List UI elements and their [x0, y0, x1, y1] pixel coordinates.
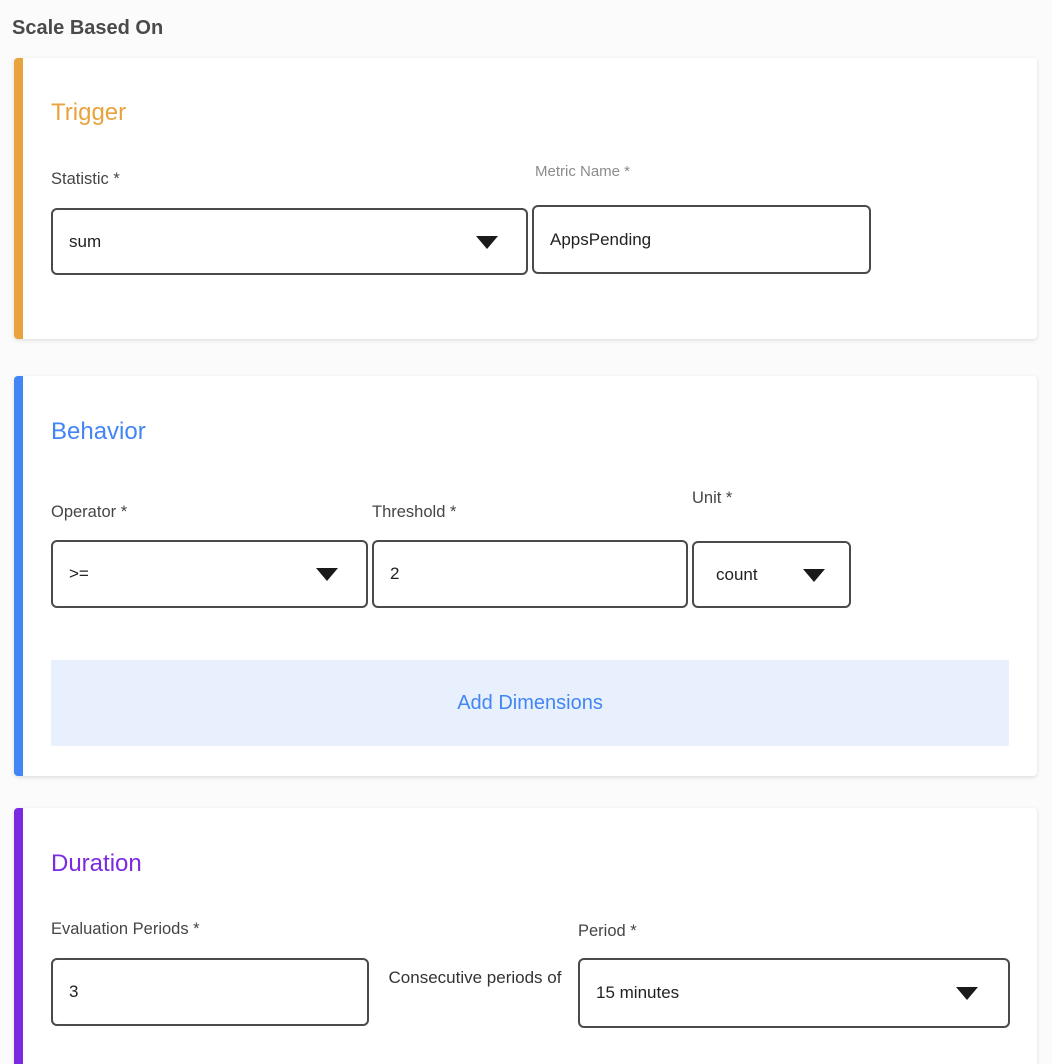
add-dimensions-button[interactable]: Add Dimensions	[51, 660, 1009, 746]
caret-down-icon	[476, 235, 498, 249]
consecutive-periods-text: Consecutive periods of	[388, 968, 562, 987]
evaluation-periods-input[interactable]	[51, 958, 369, 1026]
behavior-card: Behavior Operator * >= Threshold * Unit …	[14, 376, 1037, 776]
duration-card: Duration Evaluation Periods * Consecutiv…	[14, 808, 1037, 1064]
add-dimensions-label: Add Dimensions	[457, 691, 603, 714]
threshold-input[interactable]	[372, 540, 688, 608]
trigger-card: Trigger Statistic * sum Metric Name *	[14, 58, 1037, 339]
trigger-heading: Trigger	[51, 99, 127, 126]
operator-select[interactable]: >=	[51, 540, 368, 608]
caret-down-icon	[803, 568, 825, 582]
period-select[interactable]: 15 minutes	[578, 958, 1010, 1028]
caret-down-icon	[316, 568, 338, 581]
evaluation-periods-label: Evaluation Periods *	[51, 920, 200, 938]
statistic-select[interactable]: sum	[51, 208, 528, 275]
period-label: Period *	[578, 922, 637, 940]
duration-heading: Duration	[51, 850, 142, 877]
caret-down-icon	[956, 987, 978, 1000]
operator-label: Operator *	[51, 503, 128, 521]
page-title: Scale Based On	[12, 17, 164, 39]
operator-selected-value: >=	[69, 564, 89, 583]
behavior-heading: Behavior	[51, 418, 146, 445]
statistic-label: Statistic *	[51, 170, 120, 188]
metric-name-input[interactable]	[532, 205, 871, 274]
period-selected-value: 15 minutes	[596, 983, 680, 1002]
threshold-label: Threshold *	[372, 503, 457, 521]
unit-label: Unit *	[692, 489, 733, 507]
statistic-selected-value: sum	[69, 231, 102, 251]
unit-selected-value: count	[716, 564, 758, 584]
metric-name-label: Metric Name *	[535, 163, 631, 180]
unit-select[interactable]: count	[692, 541, 851, 608]
